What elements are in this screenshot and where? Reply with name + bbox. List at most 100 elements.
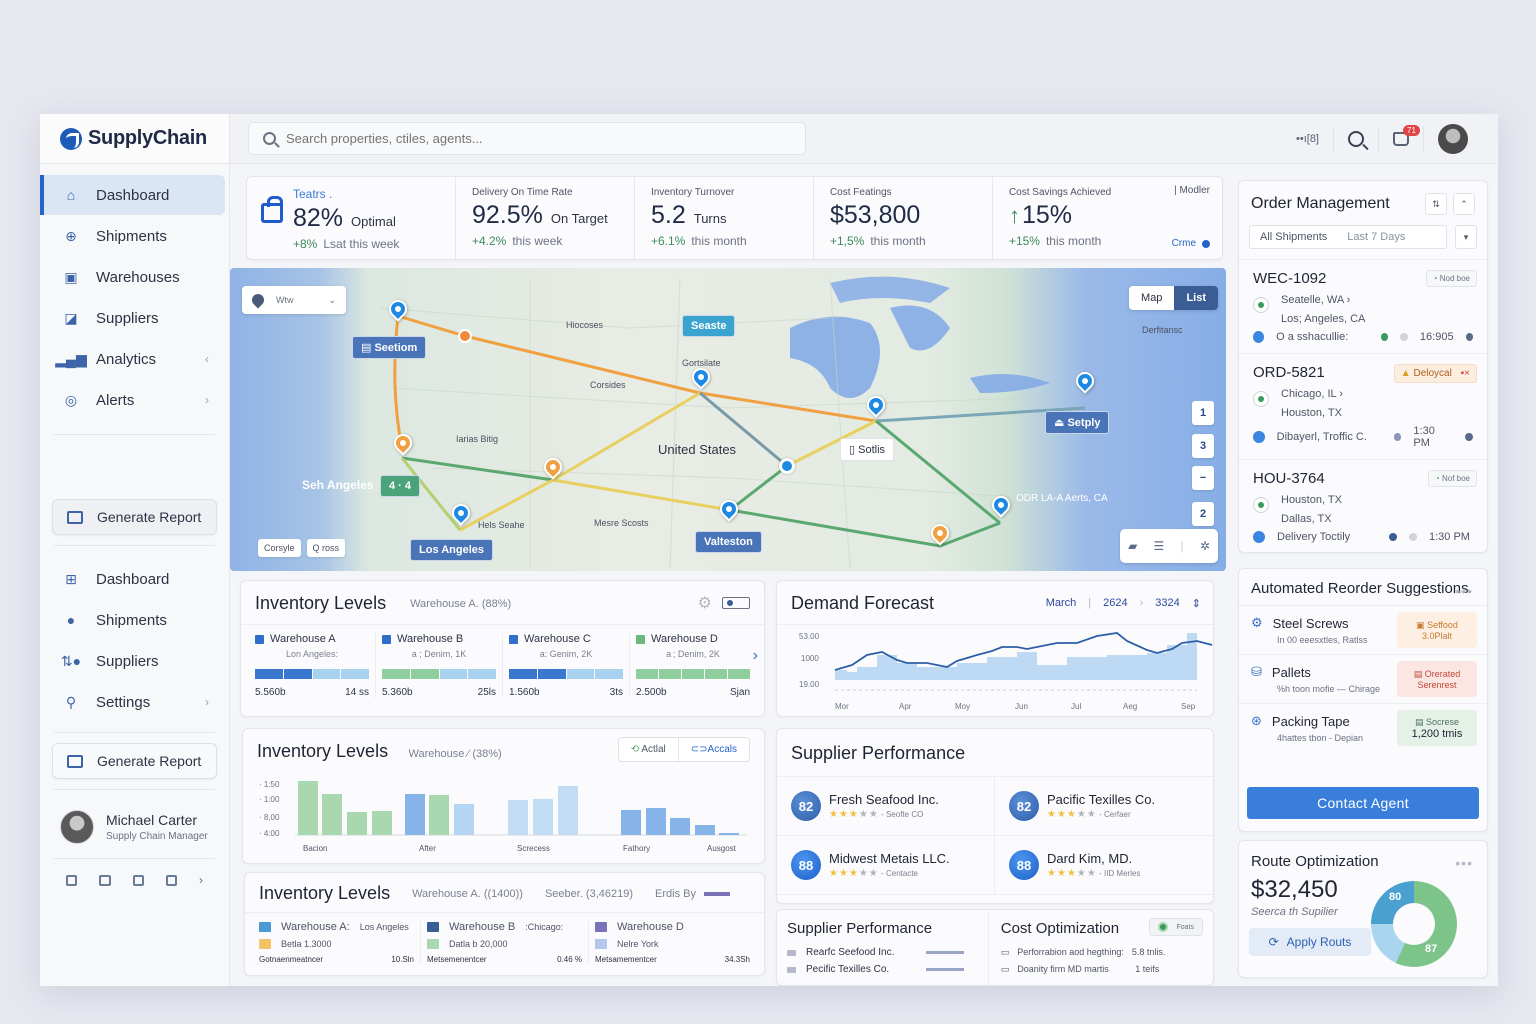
range-from[interactable]: 2624: [1103, 597, 1128, 609]
supplier-row[interactable]: Rearfc Seefood Inc.: [787, 947, 978, 958]
user-avatar[interactable]: [1438, 124, 1468, 154]
map-tag-seetiom[interactable]: ▤ Seetiom: [352, 336, 427, 359]
settings-icon[interactable]: ⚙: [697, 595, 712, 612]
signal-icon[interactable]: ••ı[8]: [1296, 133, 1319, 145]
collapse-icon[interactable]: ⌃: [1453, 193, 1475, 215]
search-icon[interactable]: [1348, 131, 1364, 147]
order-item[interactable]: HOU-3764 ◔ Nof boe Houston, TX Dallas, TX…: [1239, 460, 1487, 552]
order-filter-select[interactable]: All Shipments Last 7 Days: [1249, 225, 1447, 249]
map-tag-los-angeles[interactable]: Los Angeles: [410, 539, 493, 561]
image-icon[interactable]: [99, 874, 111, 886]
chart-icon[interactable]: [165, 874, 177, 886]
supplier-item[interactable]: 88 Midwest Metais LLC. ★★★★★ - Centacte: [777, 836, 995, 895]
range-to[interactable]: 3324: [1155, 597, 1180, 609]
dropdown-icon[interactable]: ▾: [1455, 225, 1477, 249]
svg-text:· 1:50: · 1:50: [259, 780, 280, 789]
location-pin-icon: [249, 291, 267, 309]
sidebar-item-alerts[interactable]: ◎ Alerts ›: [40, 380, 225, 420]
sidebar-item-analytics[interactable]: ▂▄▆ Analytics ‹: [40, 339, 225, 379]
reorder-tag[interactable]: ▣ Seffood 3.0Plalt: [1397, 612, 1477, 648]
more-options-icon[interactable]: •••: [1455, 583, 1473, 599]
shipment-map[interactable]: Wtw ⌄ Map List Hiocoses Gortsilate Corsi…: [230, 268, 1226, 571]
notification-icon[interactable]: 71: [1393, 125, 1420, 146]
more-options-icon[interactable]: •••: [1455, 855, 1473, 871]
map-tag-cluster[interactable]: 4 · 4: [380, 475, 421, 497]
map-zoom-1[interactable]: 1: [1192, 401, 1214, 425]
map-search-button[interactable]: Q ross: [306, 539, 346, 557]
map-node[interactable]: [779, 458, 795, 474]
supplier-item[interactable]: 82 Fresh Seafood Inc. ★★★★★ - Seofte CO: [777, 777, 995, 836]
sidebar-item-shipments[interactable]: ⊕ Shipments: [40, 216, 225, 256]
mode-selector[interactable]: | Modler: [1174, 185, 1211, 196]
search-bar[interactable]: [248, 122, 806, 155]
warehouse-item[interactable]: Warehouse D a ; Denim, 2K 2.500b Sjan ›: [630, 633, 758, 698]
warehouse-summary[interactable]: Warehouse B:Chicago: Datla b 20,000 Mets…: [421, 921, 589, 964]
map-tag-sotlis[interactable]: ▯ Sotlis: [840, 438, 895, 461]
generate-report-button-2[interactable]: Generate Report: [52, 743, 217, 779]
more-icon[interactable]: [1465, 333, 1474, 341]
feature-toggle[interactable]: Foats: [1149, 918, 1203, 936]
warehouse-item[interactable]: Warehouse C a: Genim, 2K 1.560b 3ts: [503, 633, 630, 698]
filter-icon[interactable]: ⇅: [1425, 193, 1447, 215]
sidebar-item-dashboard-2[interactable]: ⊞ Dashboard: [40, 559, 225, 599]
date-range-control[interactable]: March | 2624 › 3324 ⇕: [1045, 597, 1201, 610]
reorder-item[interactable]: ⚙ Steel Screws In 00 eeesxtles, Ratlss ▣ S…: [1239, 606, 1487, 655]
kpi-label[interactable]: Teatrs .: [293, 187, 333, 201]
reorder-tag[interactable]: ▤ Socrese 1,200 tmis: [1397, 710, 1477, 746]
order-item[interactable]: ORD-5821 ▲ Deloycal ▪× Chicago, IL › Hous…: [1239, 354, 1487, 460]
sidebar-item-settings[interactable]: ⚲ Settings ›: [40, 682, 225, 722]
apply-routes-button[interactable]: ⟳ Apply Routs: [1249, 928, 1371, 956]
toggle-map[interactable]: Map: [1129, 286, 1175, 310]
item-name: Steel Screws: [1272, 615, 1349, 631]
sidebar-item-warehouses[interactable]: ▣ Warehouses: [40, 257, 225, 297]
reorder-item[interactable]: ⊛ Packing Tape 4hattes tbon - Depian ▤ Soc…: [1239, 704, 1487, 752]
list-icon[interactable]: ☰: [1153, 539, 1165, 553]
map-zoom-out-button[interactable]: −: [1192, 466, 1214, 490]
contact-agent-button[interactable]: Contact Agent: [1247, 787, 1479, 819]
toggle-list[interactable]: List: [1174, 286, 1218, 310]
item-detail: 4hattes tbon - Depian: [1277, 733, 1364, 743]
layers-icon[interactable]: ▰: [1128, 539, 1138, 553]
tag-label: Seetiom: [374, 342, 418, 354]
reorder-tag[interactable]: ▤ Orerated Serenrest: [1397, 661, 1477, 697]
stepper-icon[interactable]: ⇕: [1191, 598, 1201, 610]
legend-accals[interactable]: ⊂⊃Accals: [677, 738, 749, 761]
map-zoom-2[interactable]: 2: [1192, 502, 1214, 526]
supplier-item[interactable]: 82 Pacific Texilles Co. ★★★★★ - Cerfaer: [995, 777, 1213, 836]
warehouse-item[interactable]: Warehouse B a ; Denim, 1K 5.360b 25ls: [376, 633, 503, 698]
month-select[interactable]: March: [1045, 597, 1077, 609]
map-tag-valteston[interactable]: Valteston: [695, 531, 762, 553]
camera-icon[interactable]: [66, 874, 78, 886]
reorder-item[interactable]: ⛁ Pallets %h toon mofie — Chirage ▤ Orerat…: [1239, 655, 1487, 704]
warehouse-summary[interactable]: Warehouse A: Los Angeles Betla 1.3000 Got…: [253, 921, 421, 964]
globe-icon: ⊕: [65, 227, 77, 244]
map-tag-seatle[interactable]: Seaste: [682, 315, 736, 337]
chevron-right-icon[interactable]: ›: [752, 647, 758, 664]
supplier-row[interactable]: Pecific Texilles Co.: [787, 964, 978, 975]
toggle-switch[interactable]: [722, 597, 750, 609]
supplier-item[interactable]: 88 Dard Kim, MD. ★★★★★ - IID Merles: [995, 836, 1213, 895]
generate-report-button[interactable]: Generate Report: [52, 499, 217, 535]
location-select[interactable]: Wtw ⌄: [242, 286, 346, 314]
chevron-right-icon[interactable]: ›: [199, 873, 203, 887]
more-icon[interactable]: [1465, 433, 1473, 441]
map-style-button[interactable]: Corsyle: [258, 539, 301, 557]
warehouse-item[interactable]: Warehouse A Lon Angeles: 5.560b 14 ss: [249, 633, 376, 698]
sidebar-item-dashboard[interactable]: ⌂ Dashboard: [40, 175, 225, 215]
map-tag-setply[interactable]: ⏏ Setply: [1045, 411, 1110, 434]
settings-icon[interactable]: ✲: [1199, 539, 1210, 553]
svg-text:· 1:00: · 1:00: [259, 795, 280, 804]
order-item[interactable]: WEC-1092 ◔ Nod boe Seatelle, WA › Los; An…: [1239, 260, 1487, 354]
sort-control[interactable]: Erdis By: [655, 888, 730, 900]
sidebar-item-suppliers-2[interactable]: ⇅● Suppliers: [40, 641, 225, 681]
warehouse-summary[interactable]: Warehouse D Nelre York Metsamementcer 34.…: [589, 921, 756, 964]
user-profile[interactable]: Michael Carter Supply Chain Manager: [40, 800, 229, 854]
card-icon[interactable]: [132, 874, 144, 886]
search-input[interactable]: [286, 131, 766, 146]
brand-logo[interactable]: SupplyChain: [40, 114, 229, 164]
sidebar-item-shipments-2[interactable]: ● Shipments: [40, 600, 225, 640]
map-zoom-3[interactable]: 3: [1192, 434, 1214, 458]
kpi-control[interactable]: Crme: [1172, 238, 1211, 249]
sidebar-item-suppliers[interactable]: ◪ Suppliers: [40, 298, 225, 338]
legend-actual[interactable]: ⟲ Actlal: [619, 738, 678, 761]
